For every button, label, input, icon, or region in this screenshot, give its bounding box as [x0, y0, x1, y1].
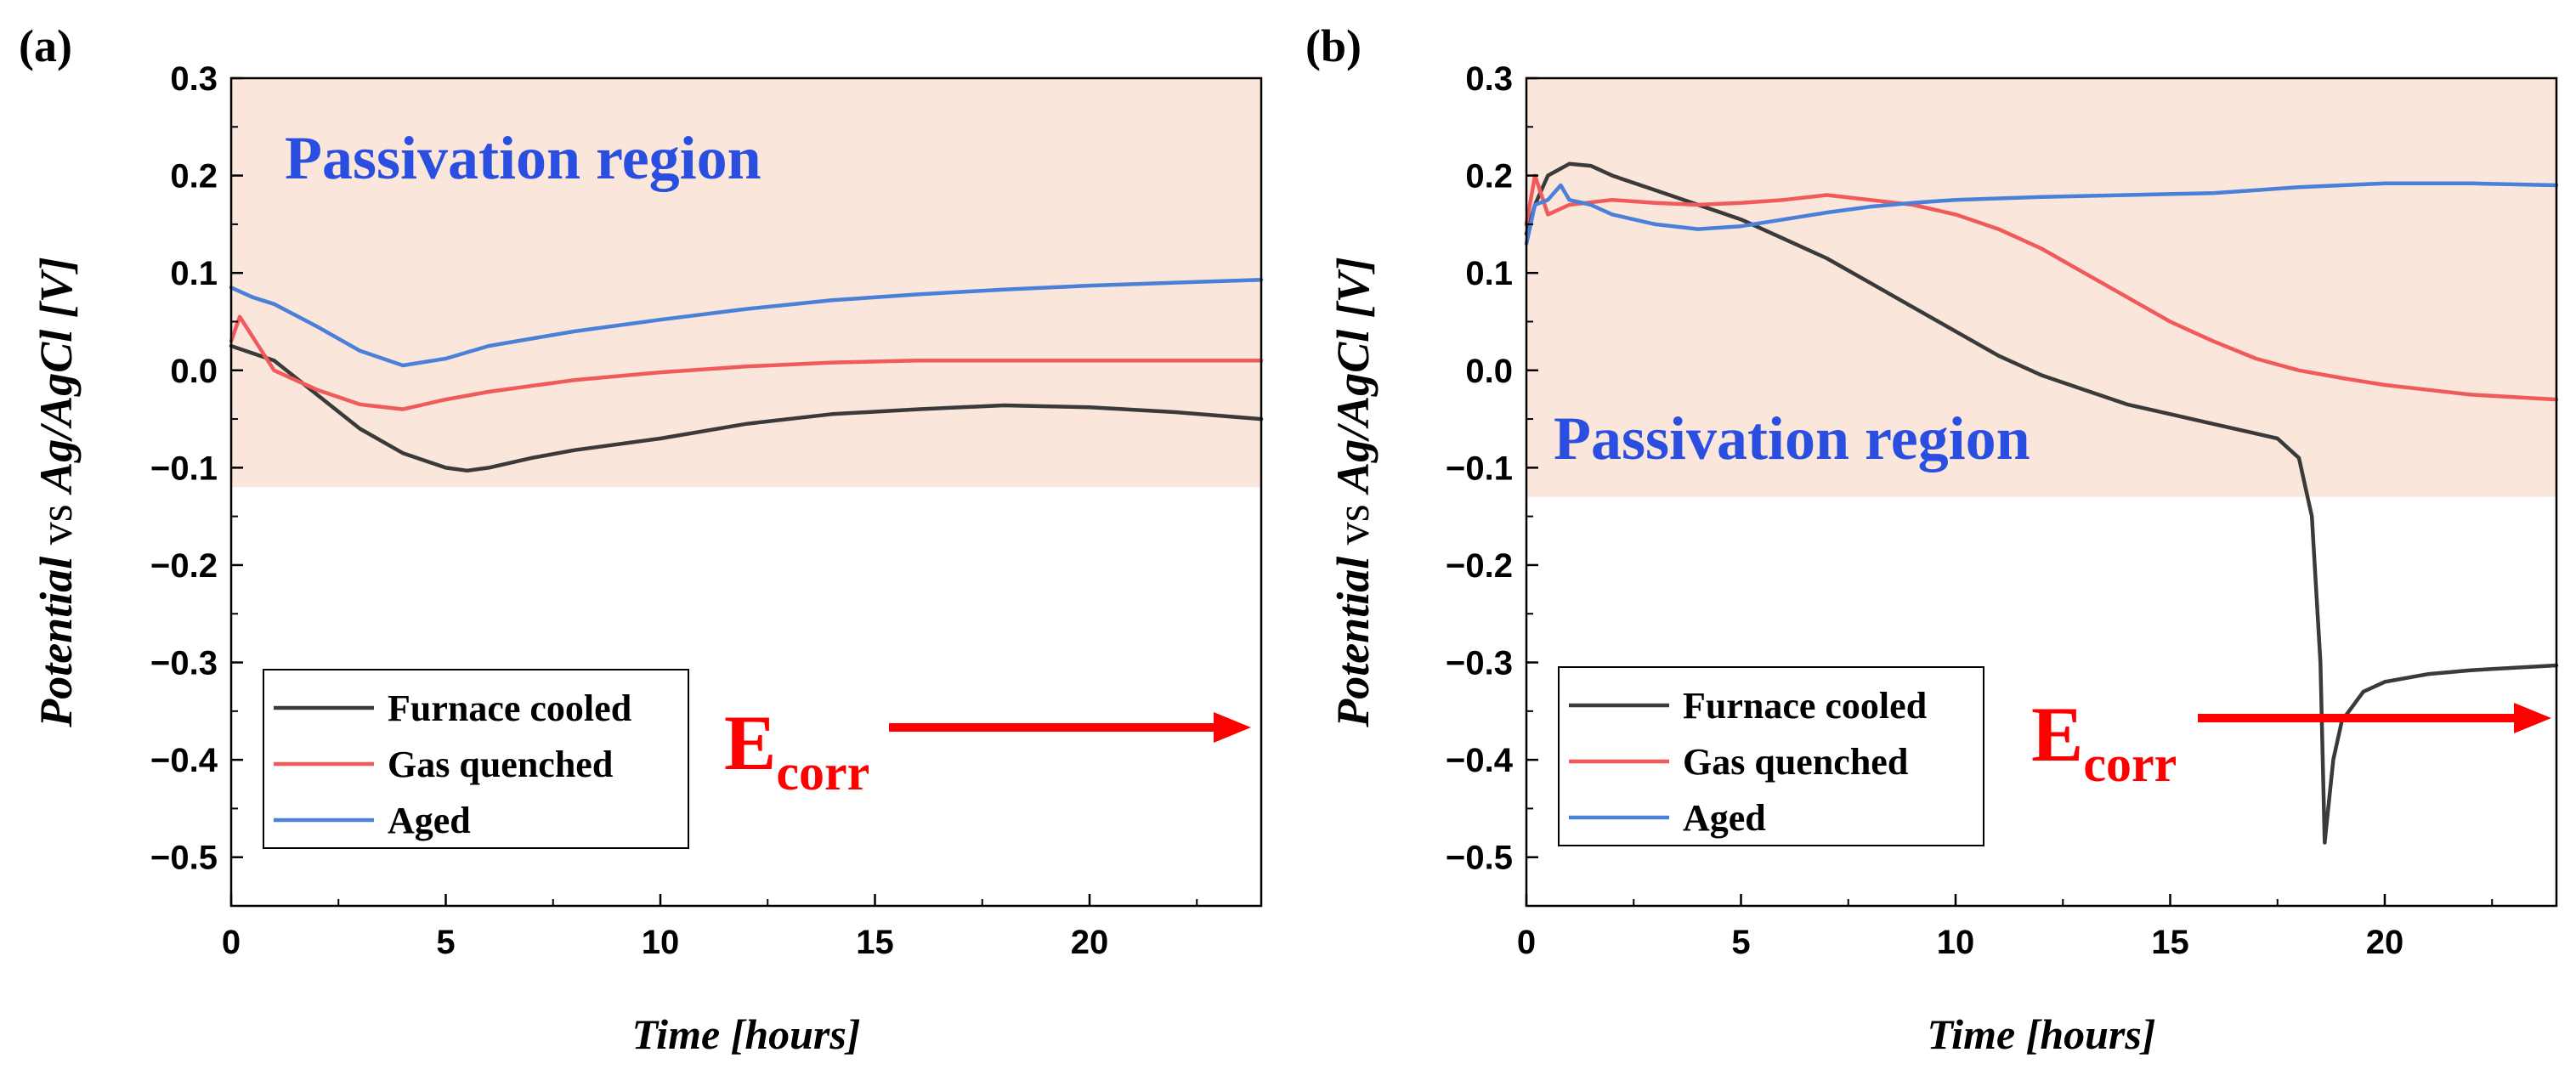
passivation-region-band — [231, 78, 1261, 488]
y-axis-title-part: Potential — [1328, 557, 1379, 728]
series-line-furnace-cooled — [1524, 161, 2559, 845]
y-tick-label: −0.3 — [1446, 645, 1513, 682]
y-axis-title-part: Ag/AgCl [V] — [1328, 257, 1379, 495]
series-line-gas-quenched — [229, 314, 1264, 411]
passivation-region-band — [1526, 78, 2556, 497]
y-tick-label: −0.5 — [150, 840, 218, 877]
ecorr-sub: corr — [2083, 736, 2177, 792]
plot-frame — [1525, 76, 2558, 908]
y-axis-title-part: Ag/AgCl [V] — [31, 257, 82, 495]
y-axis-title-part: vs — [31, 493, 82, 557]
ecorr-main: E — [2031, 691, 2083, 778]
y-tick-label: −0.2 — [150, 547, 218, 585]
legend-entry: Gas quenched — [1683, 741, 1908, 783]
x-axis-title: Time [hours] — [632, 1010, 861, 1058]
x-tick-label: 0 — [222, 924, 241, 961]
legend-entry: Furnace cooled — [1683, 685, 1927, 727]
ecorr-label: Ecorr — [724, 699, 869, 801]
series-line-aged — [229, 277, 1264, 368]
legend-entry: Aged — [1683, 797, 1766, 839]
y-axis-title: Potential vs Ag/AgCl [V] — [1328, 257, 1379, 728]
y-tick-label: 0.3 — [1465, 60, 1513, 98]
plot-frame — [229, 76, 1263, 908]
passivation-region-label: Passivation region — [1554, 405, 2030, 472]
y-tick-label: −0.4 — [150, 742, 218, 779]
x-axis-title: Time [hours] — [1928, 1010, 2156, 1058]
chart-panel-0: 0.3 0.2 0.1 0.0 −0.1 −0.2 −0.3 −0.4 −0.5 0 5 10 15 20… — [19, 20, 1264, 1058]
y-tick-label: −0.1 — [150, 450, 218, 487]
y-axis-title-part: Potential — [31, 557, 82, 728]
series-line-furnace-cooled — [229, 343, 1264, 473]
y-tick-label: −0.1 — [1446, 450, 1513, 487]
y-tick-label: 0.1 — [170, 255, 218, 292]
x-tick-label: 10 — [1937, 924, 1975, 961]
legend-entry: Furnace cooled — [388, 687, 631, 729]
y-tick-label: 0.0 — [170, 353, 218, 390]
y-tick-label: −0.5 — [1446, 840, 1513, 877]
y-axis-title-part: vs — [1328, 493, 1379, 557]
y-tick-label: 0.2 — [170, 158, 218, 195]
ecorr-sub: corr — [776, 744, 869, 801]
ecorr-arrow-head — [2514, 703, 2551, 733]
legend-entry: Gas quenched — [388, 744, 613, 785]
legend-entry: Aged — [388, 800, 471, 841]
series-line-aged — [1524, 181, 2559, 246]
panel-label: (b) — [1305, 20, 1362, 71]
series-line-gas-quenched — [1524, 173, 2559, 402]
x-tick-label: 5 — [1731, 924, 1750, 961]
y-tick-label: −0.2 — [1446, 547, 1513, 585]
y-axis-title: Potential vs Ag/AgCl [V] — [31, 257, 82, 728]
chart-panel-1: 0.3 0.2 0.1 0.0 −0.1 −0.2 −0.3 −0.4 −0.5 0 5 10 15 20… — [1305, 20, 2559, 1058]
y-tick-label: 0.2 — [1465, 158, 1513, 195]
ecorr-arrow-head — [1214, 712, 1251, 743]
x-tick-label: 15 — [2151, 924, 2189, 961]
x-tick-label: 20 — [2366, 924, 2404, 961]
x-tick-label: 0 — [1517, 924, 1536, 961]
y-tick-label: 0.3 — [170, 60, 218, 98]
ecorr-label: Ecorr — [2031, 691, 2177, 792]
panel-label: (a) — [19, 20, 72, 71]
y-tick-label: −0.4 — [1446, 742, 1514, 779]
x-tick-label: 20 — [1071, 924, 1109, 961]
x-tick-label: 10 — [642, 924, 680, 961]
x-tick-label: 5 — [436, 924, 455, 961]
x-tick-label: 15 — [856, 924, 894, 961]
y-tick-label: 0.0 — [1465, 353, 1513, 390]
ecorr-main: E — [724, 699, 776, 786]
y-tick-label: −0.3 — [150, 645, 218, 682]
legend-box — [263, 669, 689, 849]
y-tick-label: 0.1 — [1465, 255, 1513, 292]
passivation-region-label: Passivation region — [285, 124, 761, 192]
